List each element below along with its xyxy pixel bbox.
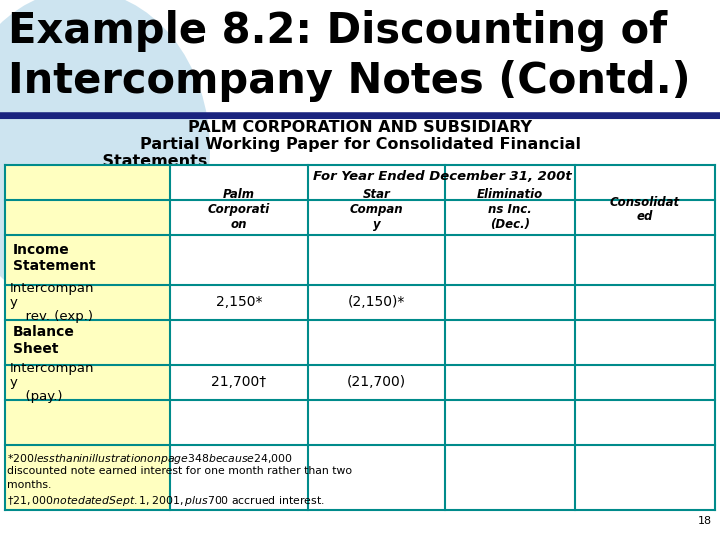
Text: 18: 18 [698, 516, 712, 526]
Text: *$200 less than in illustration on page 348 because $24,000: *$200 less than in illustration on page … [7, 452, 293, 466]
Text: Intercompany Notes (Contd.): Intercompany Notes (Contd.) [8, 60, 690, 102]
Text: Intercompan: Intercompan [10, 362, 94, 375]
Text: y: y [10, 376, 18, 389]
Text: y: y [10, 296, 18, 309]
Text: (21,700): (21,700) [347, 375, 406, 389]
Text: (pay.): (pay.) [17, 390, 63, 403]
Text: Intercompan: Intercompan [10, 282, 94, 295]
Text: Consolidat
ed: Consolidat ed [610, 195, 680, 224]
Text: PALM CORPORATION AND SUBSIDIARY: PALM CORPORATION AND SUBSIDIARY [188, 120, 532, 135]
Text: †$21,000 note dated Sept. 1, 2001, plus $700 accrued interest.: †$21,000 note dated Sept. 1, 2001, plus … [7, 494, 325, 508]
Text: Income
Statement: Income Statement [13, 243, 96, 273]
Text: rev. (exp.): rev. (exp.) [17, 310, 93, 323]
Text: discounted note earned interest for one month rather than two: discounted note earned interest for one … [7, 466, 352, 476]
Text: months.: months. [7, 480, 51, 490]
Text: Statements: Statements [80, 154, 207, 169]
Text: Eliminatio
ns Inc.
(Dec.): Eliminatio ns Inc. (Dec.) [477, 188, 543, 231]
Text: 2,150*: 2,150* [216, 295, 262, 309]
Text: 21,700†: 21,700† [212, 375, 266, 389]
Ellipse shape [0, 0, 210, 310]
Text: Palm
Corporati
on: Palm Corporati on [208, 188, 270, 231]
Bar [170, 165, 715, 510]
Text: For Year Ended December 31, 200t: For Year Ended December 31, 200t [313, 170, 572, 183]
Text: Balance
Sheet: Balance Sheet [13, 326, 75, 356]
Text: Example 8.2: Discounting of: Example 8.2: Discounting of [8, 10, 667, 52]
Text: (2,150)*: (2,150)* [348, 295, 405, 309]
Text: Star
Compan
y: Star Compan y [350, 188, 403, 231]
Text: Partial Working Paper for Consolidated Financial: Partial Working Paper for Consolidated F… [140, 137, 580, 152]
Bar [5, 165, 170, 510]
